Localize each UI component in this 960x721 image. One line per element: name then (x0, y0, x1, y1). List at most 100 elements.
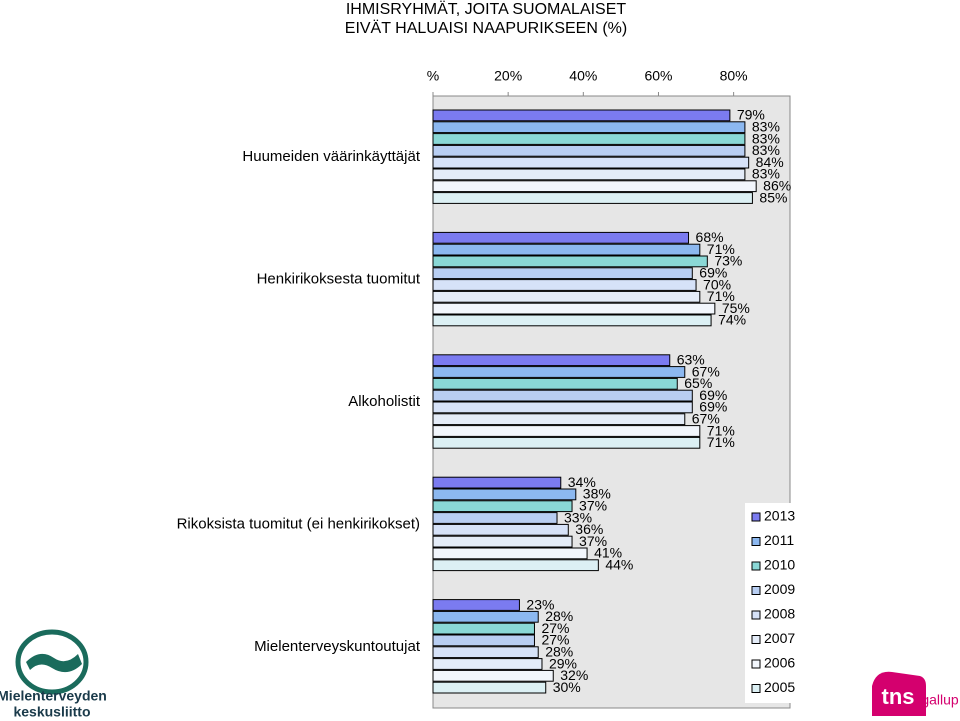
bar (432, 144, 746, 157)
legend-label: 2009 (764, 581, 795, 597)
value-label: 41% (594, 545, 622, 561)
bar (432, 669, 554, 682)
bar (432, 488, 577, 501)
logo-hands (26, 653, 82, 673)
value-label: 75% (722, 300, 750, 316)
value-label: 71% (707, 241, 735, 257)
value-label: 69% (699, 265, 727, 281)
legend-swatch (751, 586, 761, 595)
bar (432, 156, 750, 169)
value-label: 69% (699, 387, 727, 403)
value-label: 71% (707, 288, 735, 304)
logo-text: tns (882, 684, 915, 709)
value-label: 27% (541, 632, 569, 648)
legend-swatch (751, 635, 761, 644)
x-tick-label: 60% (644, 68, 672, 84)
legend-label: 2006 (764, 655, 795, 671)
value-label: 71% (707, 422, 735, 438)
bar (432, 243, 701, 256)
right-logo: tns gallup (872, 671, 959, 716)
logo-text: gallup (921, 692, 959, 708)
chart-title: IHMISRYHMÄT, JOITA SUOMALAISET (346, 0, 627, 18)
legend-label: 2013 (764, 508, 795, 524)
value-label: 79% (737, 107, 765, 123)
bar (432, 425, 701, 437)
bar (432, 302, 716, 315)
legend-label: 2011 (764, 532, 794, 548)
value-label: 37% (579, 498, 607, 514)
logo-shape (872, 671, 926, 716)
category-label: Rikoksista tuomitut (ei henkirikokset) (177, 515, 420, 532)
value-label: 32% (560, 667, 588, 683)
left-logo: Mielenterveyden keskusliitto (0, 629, 107, 720)
value-label: 67% (692, 411, 720, 427)
value-label: 30% (553, 679, 581, 695)
bar (432, 354, 671, 367)
logo-text: Mielenterveyden (0, 688, 107, 704)
value-label: 83% (752, 142, 780, 158)
bar (432, 547, 588, 560)
bar (432, 634, 535, 647)
bar (432, 476, 562, 489)
legend-label: 2005 (764, 679, 795, 695)
legend-label: 2008 (764, 606, 795, 622)
bar (432, 279, 697, 291)
bar (432, 290, 701, 303)
bar (432, 523, 569, 536)
bar (432, 622, 535, 635)
bar (432, 535, 573, 548)
bar (432, 121, 746, 134)
bar (432, 255, 708, 268)
bar (432, 192, 753, 204)
bar (432, 559, 599, 572)
logo-text: keskusliitto (13, 704, 90, 720)
value-label: 37% (579, 533, 607, 549)
bar (432, 512, 558, 524)
value-label: 36% (575, 521, 603, 537)
bar (432, 436, 701, 449)
legend-box (745, 503, 805, 703)
category-label: Mielenterveyskuntoutujat (254, 638, 421, 655)
bar (432, 366, 686, 378)
bar (432, 413, 686, 426)
bar (432, 646, 539, 659)
legend-swatch (751, 561, 761, 571)
value-label: 23% (526, 596, 554, 612)
value-label: 71% (707, 434, 735, 450)
x-tick-label: 80% (720, 68, 748, 84)
bar (432, 267, 693, 280)
chart-title: EIVÄT HALUAISI NAAPURIKSEEN (%) (345, 19, 627, 37)
bar (432, 599, 520, 611)
value-label: 84% (756, 154, 784, 170)
value-label: 38% (583, 486, 611, 502)
bar (432, 389, 693, 402)
legend-swatch (751, 610, 761, 620)
value-label: 28% (545, 608, 573, 624)
bar (432, 658, 543, 670)
bar (432, 133, 746, 145)
value-label: 27% (541, 620, 569, 636)
category-label: Huumeiden väärinkäyttäjät (242, 148, 420, 165)
bar (432, 314, 712, 327)
value-label: 83% (752, 130, 780, 146)
value-label: 73% (714, 253, 742, 269)
value-label: 29% (549, 655, 577, 671)
bar (432, 231, 690, 244)
bar (432, 681, 547, 694)
value-label: 74% (718, 312, 746, 328)
category-label: Henkirikoksesta tuomitut (257, 271, 421, 288)
bar (432, 168, 746, 181)
value-label: 63% (677, 352, 705, 368)
value-label: 67% (692, 363, 720, 379)
value-label: 83% (752, 166, 780, 182)
legend-label: 2010 (764, 557, 795, 573)
value-label: 70% (703, 276, 731, 292)
bar (432, 180, 757, 193)
legend-swatch (751, 537, 761, 546)
bar (432, 377, 678, 390)
legend-label: 2007 (764, 630, 795, 646)
value-label: 85% (759, 189, 787, 205)
value-label: 69% (699, 399, 727, 415)
value-label: 44% (605, 557, 633, 573)
